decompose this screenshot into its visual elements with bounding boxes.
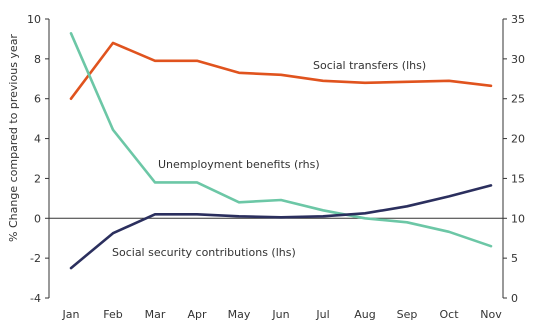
- annotation-layer: Social transfers (lhs) Unemployment benef…: [112, 59, 426, 259]
- left-tick-label: 8: [34, 53, 41, 66]
- series-annotation-label: Social security contributions (lhs): [112, 246, 296, 259]
- x-axis: Jan Feb Mar Apr May Jun Jul Aug Sep Oct Nov: [49, 217, 503, 320]
- right-tick-label: 30: [511, 53, 525, 66]
- left-tick-label: -2: [30, 252, 41, 265]
- unemployment-benefits-line: [69, 31, 493, 248]
- x-tick-label: Sep: [397, 308, 418, 320]
- left-y-axis-title: % Change compared to previous year: [7, 34, 20, 242]
- series-layer: [69, 31, 493, 270]
- x-tick-label: Mar: [145, 308, 166, 320]
- x-tick-label: Feb: [103, 308, 122, 320]
- left-y-axis: -4 -2 0 2 4 6 8 10: [27, 13, 50, 305]
- right-tick-label: 5: [511, 252, 518, 265]
- social-security-contributions-line: [69, 184, 493, 270]
- right-tick-label: 25: [511, 93, 525, 106]
- right-tick-label: 35: [511, 13, 525, 26]
- right-tick-label: 10: [511, 212, 525, 225]
- x-tick-label: Apr: [187, 308, 207, 320]
- left-tick-label: 6: [34, 93, 41, 106]
- series-annotation-label: Social transfers (lhs): [313, 59, 426, 72]
- x-tick-label: Jan: [62, 308, 80, 320]
- x-tick-label: Nov: [480, 308, 502, 320]
- right-y-axis: 0 5 10 15 20 25 30 35: [502, 13, 525, 305]
- x-tick-label: Aug: [354, 308, 375, 320]
- x-tick-label: Oct: [439, 308, 459, 320]
- x-tick-label: Jun: [271, 308, 289, 320]
- x-tick-label: May: [228, 308, 251, 320]
- right-tick-label: 15: [511, 172, 525, 185]
- x-tick-label: Jul: [315, 308, 329, 320]
- left-tick-label: 0: [34, 212, 41, 225]
- left-tick-label: 4: [34, 133, 41, 146]
- left-tick-label: 10: [27, 13, 41, 26]
- right-tick-label: 0: [511, 292, 518, 305]
- left-tick-label: -4: [30, 292, 41, 305]
- social-transfers-line: [69, 41, 493, 100]
- left-tick-label: 2: [34, 172, 41, 185]
- series-annotation-label: Unemployment benefits (rhs): [158, 158, 320, 171]
- right-tick-label: 20: [511, 133, 525, 146]
